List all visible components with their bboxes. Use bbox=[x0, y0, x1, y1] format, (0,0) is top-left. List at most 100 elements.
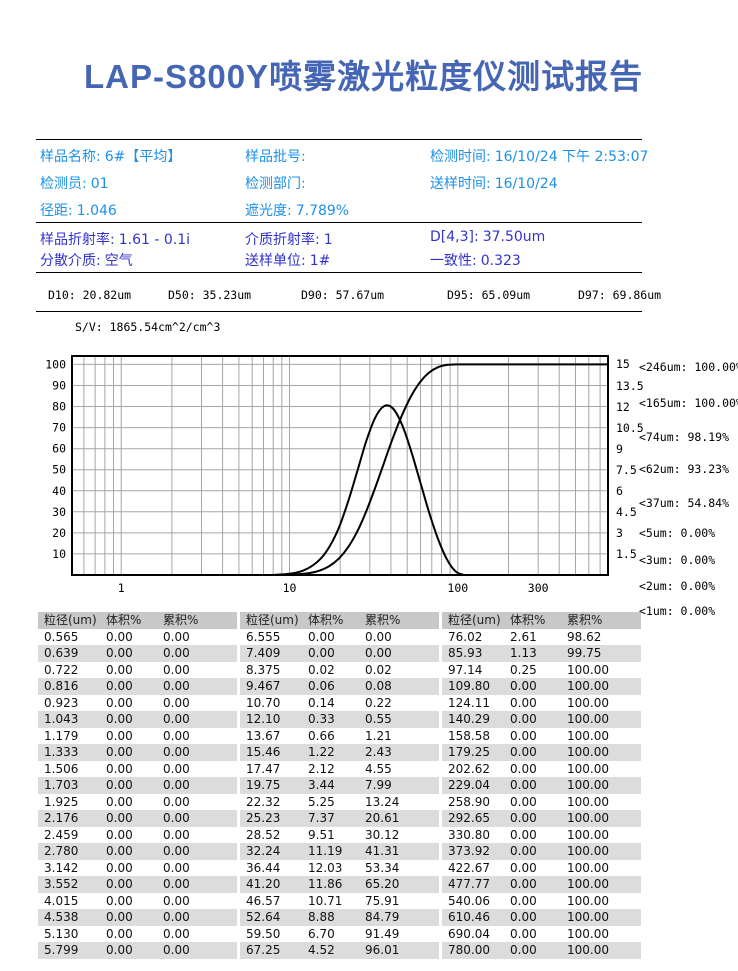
table-cell: 75.91 bbox=[365, 893, 400, 908]
left-axis-tick: 30 bbox=[52, 505, 66, 519]
table-cell: 7.37 bbox=[302, 810, 359, 827]
optical-info-section: 样品折射率: 1.61 - 0.1i 介质折射率: 1 D[4,3]: 37.50um 分散… bbox=[40, 229, 700, 271]
distribution-table: 粒径(um) 体积% 累积% 0.565 0.00 0.00 0.639 0.00 0.00 0.… bbox=[38, 612, 237, 959]
sample-info-field: 检测员: 01 bbox=[40, 173, 245, 200]
table-cell: 0.565 bbox=[44, 629, 79, 644]
table-row: 2.176 0.00 0.00 bbox=[38, 810, 237, 827]
size-annotation: <1um: 0.00% bbox=[639, 604, 716, 618]
table-cell: 1.22 bbox=[302, 744, 359, 761]
table-cell: 9.467 bbox=[240, 678, 302, 695]
table-cell: 36.44 bbox=[246, 860, 281, 875]
table-cell: 4.52 bbox=[302, 942, 359, 959]
left-axis-tick: 60 bbox=[52, 442, 66, 456]
table-cell: 540.06 bbox=[448, 893, 490, 908]
field-label: 送样时间: bbox=[430, 176, 491, 192]
table-cell: 124.11 bbox=[448, 695, 490, 710]
right-axis-tick: 12 bbox=[616, 399, 630, 414]
table-row: 67.25 4.52 96.01 bbox=[240, 942, 439, 959]
left-axis-tick: 20 bbox=[52, 526, 66, 540]
table-cell: 1.506 bbox=[44, 761, 79, 776]
table-row: 0.639 0.00 0.00 bbox=[38, 645, 237, 662]
field-value: 1 bbox=[323, 232, 333, 248]
size-annotation: <246um: 100.00% bbox=[639, 360, 738, 374]
table-cell: 17.47 bbox=[246, 761, 281, 776]
table-row: 258.90 0.00 100.00 bbox=[442, 794, 641, 811]
size-annotation: <74um: 98.19% bbox=[639, 430, 730, 444]
table-row: 52.64 8.88 84.79 bbox=[240, 909, 439, 926]
right-axis-tick: 4.5 bbox=[616, 504, 637, 519]
table-cell: 0.00 bbox=[106, 794, 133, 809]
table-cell: 5.130 bbox=[44, 926, 79, 941]
left-axis-tick: 70 bbox=[52, 421, 66, 435]
table-cell: 0.00 bbox=[106, 761, 133, 776]
table-cell: 0.00 bbox=[157, 843, 237, 860]
sample-info-section: 样品名称: 6#【平均】 样品批号: 检测时间: 16/10/24 下午 2:53:07… bbox=[40, 146, 700, 227]
sample-info-field: 遮光度: 7.789% bbox=[245, 200, 430, 227]
table-row: 0.722 0.00 0.00 bbox=[38, 662, 237, 679]
table-cell: 0.00 bbox=[163, 695, 190, 710]
table-cell: 8.375 bbox=[246, 662, 281, 677]
table-row: 36.44 12.03 53.34 bbox=[240, 860, 439, 877]
table-cell: 100.00 bbox=[561, 843, 641, 860]
table-cell: 12.03 bbox=[308, 860, 343, 875]
table-cell: 0.00 bbox=[100, 744, 157, 761]
table-cell: 11.19 bbox=[302, 843, 359, 860]
table-row: 4.015 0.00 0.00 bbox=[38, 893, 237, 910]
table-row: 1.333 0.00 0.00 bbox=[38, 744, 237, 761]
table-row: 13.67 0.66 1.21 bbox=[240, 728, 439, 745]
right-axis-tick: 15 bbox=[616, 357, 630, 372]
table-cell: 32.24 bbox=[240, 843, 302, 860]
optical-info-field: 一致性: 0.323 bbox=[430, 250, 700, 271]
table-cell: 179.25 bbox=[442, 744, 504, 761]
field-value: 1# bbox=[309, 253, 331, 269]
table-row: 41.20 11.86 65.20 bbox=[240, 876, 439, 893]
table-cell: 7.99 bbox=[359, 777, 439, 794]
d-percentile-values: D10: 20.82um D50: 35.23um D90: 57.67um D95:… bbox=[40, 288, 700, 306]
d-value: D50: 35.23um bbox=[168, 288, 252, 302]
sample-info-field: 检测部门: bbox=[245, 173, 430, 200]
divider bbox=[36, 272, 642, 273]
plot-border bbox=[71, 355, 609, 576]
table-row: 9.467 0.06 0.08 bbox=[240, 678, 439, 695]
volume-curve bbox=[79, 404, 608, 576]
table-cell: 0.00 bbox=[504, 678, 561, 695]
size-annotation: <165um: 100.00% bbox=[639, 396, 738, 410]
table-row: 0.565 0.00 0.00 bbox=[38, 629, 237, 646]
table-cell: 6.555 bbox=[246, 629, 281, 644]
d-value: D95: 65.09um bbox=[447, 288, 531, 302]
optical-info-row: 样品折射率: 1.61 - 0.1i 介质折射率: 1 D[4,3]: 37.50um bbox=[40, 229, 700, 250]
column-header: 粒径(um) bbox=[38, 612, 100, 629]
table-cell: 65.20 bbox=[359, 876, 439, 893]
table-cell: 373.92 bbox=[442, 843, 504, 860]
divider bbox=[36, 222, 642, 223]
distribution-tables: 粒径(um) 体积% 累积% 0.565 0.00 0.00 0.639 0.00 0.00 0.… bbox=[38, 612, 641, 959]
table-cell: 100.00 bbox=[561, 777, 641, 794]
left-axis-tick: 40 bbox=[52, 484, 66, 498]
report-title: LAP-S800Y喷雾激光粒度仪测试报告 bbox=[84, 58, 644, 95]
sample-info-field: 样品名称: 6#【平均】 bbox=[40, 146, 245, 173]
sample-info-field: 径距: 1.046 bbox=[40, 200, 245, 227]
table-cell: 0.00 bbox=[157, 942, 237, 959]
table-cell: 9.51 bbox=[308, 827, 335, 842]
table-cell: 2.459 bbox=[44, 827, 79, 842]
table-header-row: 粒径(um) 体积% 累积% bbox=[442, 612, 641, 629]
d-value: D97: 69.86um bbox=[578, 288, 662, 302]
table-cell: 0.00 bbox=[308, 629, 335, 644]
table-cell: 0.00 bbox=[100, 777, 157, 794]
table-cell: 15.46 bbox=[240, 744, 302, 761]
table-cell: 0.00 bbox=[163, 629, 190, 644]
optical-info-field: 分散介质: 空气 bbox=[40, 250, 245, 271]
table-row: 5.130 0.00 0.00 bbox=[38, 926, 237, 943]
table-cell: 0.00 bbox=[106, 695, 133, 710]
table-cell: 100.00 bbox=[567, 662, 609, 677]
left-axis-tick: 80 bbox=[52, 400, 66, 414]
table-cell: 100.00 bbox=[567, 893, 609, 908]
table-cell: 0.02 bbox=[365, 662, 392, 677]
table-cell: 25.23 bbox=[240, 810, 302, 827]
table-cell: 100.00 bbox=[567, 794, 609, 809]
right-axis-tick: 1.5 bbox=[616, 546, 637, 561]
table-cell: 1.13 bbox=[504, 645, 561, 662]
table-cell: 0.00 bbox=[163, 827, 190, 842]
column-header: 累积% bbox=[157, 612, 237, 629]
table-cell: 0.00 bbox=[100, 876, 157, 893]
